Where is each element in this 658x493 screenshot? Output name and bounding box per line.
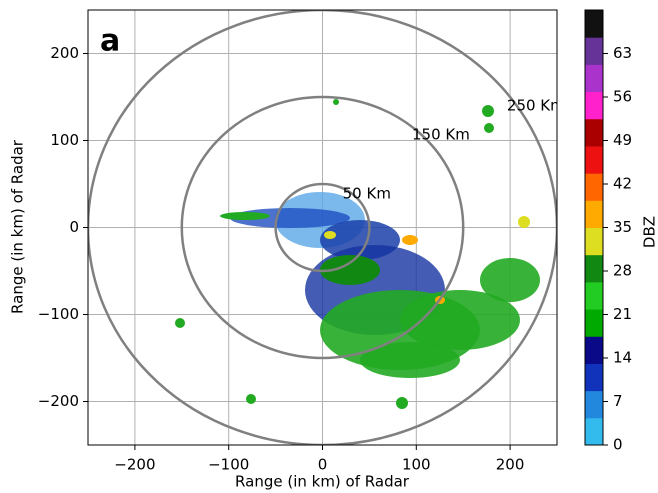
- x-tick-label: 100: [402, 456, 431, 474]
- colorbar-segment: [585, 118, 603, 147]
- x-axis-label: Range (in km) of Radar: [235, 473, 410, 491]
- colorbar-tick-label: 7: [613, 392, 623, 410]
- y-tick-label: 0: [69, 218, 79, 236]
- y-tick-label: −100: [38, 305, 79, 323]
- colorbar-segment: [585, 363, 603, 392]
- colorbar-segment: [585, 145, 603, 174]
- colorbar-tick-label: 56: [613, 88, 632, 106]
- colorbar-tick-label: 28: [613, 262, 632, 280]
- colorbar-tick-label: 63: [613, 44, 632, 62]
- colorbar-tick-label: 21: [613, 305, 632, 323]
- colorbar-tick-label: 35: [613, 218, 632, 236]
- colorbar-segment: [585, 10, 603, 38]
- y-tick-label: 100: [50, 131, 79, 149]
- ring-label: 250 Km: [507, 96, 565, 114]
- x-tick-label: −200: [114, 456, 155, 474]
- y-axis-label: Range (in km) of Radar: [9, 139, 27, 314]
- colorbar-segment: [585, 336, 603, 364]
- ring-label: 150 Km: [412, 126, 470, 144]
- x-tick-label: −100: [208, 456, 249, 474]
- radar-echoes: 50 Km 150 Km 250 Km: [88, 10, 565, 445]
- colorbar-segment: [585, 281, 603, 310]
- colorbar-segment: [585, 37, 603, 65]
- colorbar-label: DBZ: [641, 216, 658, 248]
- y-tick-label: −200: [38, 392, 79, 410]
- colorbar-segment: [585, 390, 603, 419]
- colorbar-tick-label: 49: [613, 131, 632, 149]
- colorbar-segment: [585, 64, 603, 93]
- colorbar-segment: [585, 309, 603, 337]
- panel-label: a: [100, 24, 120, 59]
- colorbar-segment: [585, 417, 603, 446]
- colorbar-segment: [585, 91, 603, 120]
- y-tick-label: 200: [50, 44, 79, 62]
- colorbar-segment: [585, 200, 603, 228]
- colorbar-segment: [585, 227, 603, 256]
- colorbar-segment: [585, 254, 603, 283]
- colorbar-tick-label: 0: [613, 436, 623, 454]
- colorbar-tick-label: 42: [613, 175, 632, 193]
- ring-label: 50 Km: [343, 185, 391, 203]
- range-ring: [180, 95, 465, 360]
- range-ring: [274, 182, 371, 273]
- x-tick-label: 0: [318, 456, 328, 474]
- colorbar-segment: [585, 173, 603, 201]
- x-tick-label: 200: [496, 456, 525, 474]
- colorbar-tick-label: 14: [613, 349, 632, 367]
